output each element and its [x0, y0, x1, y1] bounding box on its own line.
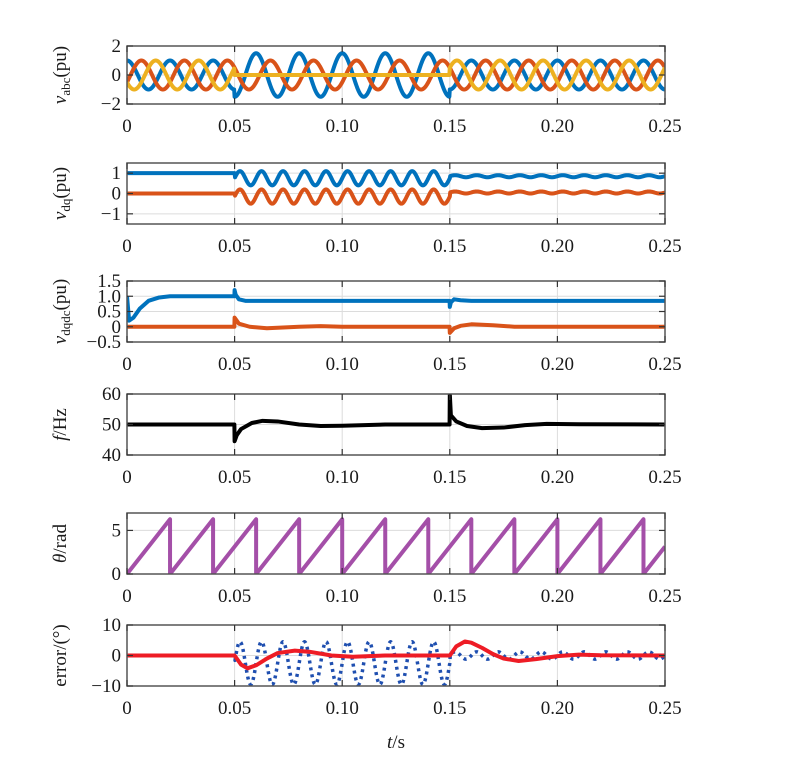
y-axis-label: f/Hz: [50, 408, 71, 441]
x-tick-label: 0.05: [218, 236, 251, 257]
y-axis-label: error/(°): [50, 624, 71, 686]
x-tick-label: 0.20: [541, 354, 574, 375]
subplot-vdqdc: 0 0.05 0.10 0.15 0.20 0.25−0.500.51.01.5vdqdc…: [50, 271, 682, 375]
y-tick-label: 10: [102, 615, 121, 636]
x-tick-label: 0.10: [326, 354, 359, 375]
x-tick-label: 0.05: [218, 467, 251, 488]
y-axis-label: vabc(pu): [50, 46, 73, 104]
axes-frame: [126, 512, 666, 575]
x-tick-label: 0.05: [218, 116, 251, 137]
x-tick-label: 0.05: [218, 354, 251, 375]
x-tick-label: 0.20: [541, 467, 574, 488]
series-vd_dc: [127, 288, 665, 323]
plot-area: [127, 517, 665, 574]
x-tick-label: 0.25: [648, 698, 681, 719]
x-tick-label: 0.15: [433, 116, 466, 137]
x-tick-label: 0.05: [218, 698, 251, 719]
series-f: [127, 394, 665, 444]
subplot-freq: 0 0.05 0.10 0.15 0.20 0.25 40 50 60 f/Hz: [50, 384, 682, 488]
x-tick-label: 0.25: [648, 354, 681, 375]
y-axis-label: vdq(pu): [50, 167, 73, 220]
y-axis-label: vdqdc(pu): [50, 279, 73, 344]
x-tick-label: 0.25: [648, 236, 681, 257]
x-axis-label: t/s: [387, 732, 405, 753]
y-tick-label: 0: [112, 646, 122, 667]
x-tick-label: 0.20: [541, 698, 574, 719]
y-tick-label: 0.5: [97, 302, 121, 323]
series-vb: [127, 58, 665, 92]
x-tick-label: 0.15: [433, 236, 466, 257]
x-tick-label: 0.15: [433, 586, 466, 607]
series-theta: [127, 517, 665, 574]
y-tick-label: 50: [102, 415, 121, 436]
series-vc: [127, 58, 665, 92]
x-tick-label: 0: [122, 236, 132, 257]
x-tick-label: 0.05: [218, 586, 251, 607]
x-tick-label: 0: [122, 116, 132, 137]
x-tick-label: 0.25: [648, 116, 681, 137]
series-vq_dc: [127, 315, 665, 335]
x-tick-label: 0.15: [433, 354, 466, 375]
x-tick-label: 0.20: [541, 236, 574, 257]
plot-area: [127, 51, 665, 99]
y-tick-label: 40: [102, 445, 121, 466]
plot-area: [127, 639, 665, 686]
y-axis-label: θ/rad: [50, 524, 71, 563]
x-tick-label: 0.10: [326, 467, 359, 488]
x-tick-label: 0.20: [541, 116, 574, 137]
y-tick-label: 1.5: [97, 271, 121, 292]
x-tick-label: 0.25: [648, 467, 681, 488]
y-tick-label: 0: [112, 184, 122, 205]
y-tick-label: 60: [102, 384, 121, 405]
plot-area: [127, 394, 665, 444]
subplot-theta: 0 0.05 0.10 0.15 0.20 0.25 0 5 θ/rad: [50, 512, 682, 607]
x-tick-label: 0.10: [326, 698, 359, 719]
y-tick-label: 1: [112, 163, 122, 184]
plot-area: [127, 288, 665, 335]
series-vq: [127, 187, 665, 206]
x-tick-label: 0.10: [326, 586, 359, 607]
y-tick-label: 0: [112, 564, 122, 585]
y-tick-label: −1: [101, 204, 121, 225]
plot-area: [127, 169, 665, 206]
y-tick-label: −2: [101, 94, 121, 115]
y-tick-label: −0.5: [87, 332, 121, 353]
x-tick-label: 0.25: [648, 586, 681, 607]
x-tick-label: 0: [122, 354, 132, 375]
y-tick-label: 0: [112, 65, 122, 86]
y-tick-label: 0: [112, 317, 122, 338]
x-tick-label: 0: [122, 586, 132, 607]
x-tick-label: 0.15: [433, 698, 466, 719]
y-tick-label: −10: [91, 676, 121, 697]
x-tick-label: 0.10: [326, 116, 359, 137]
x-tick-label: 0.10: [326, 236, 359, 257]
y-tick-label: 2: [112, 36, 122, 57]
series-vd: [127, 169, 665, 188]
x-tick-label: 0: [122, 698, 132, 719]
x-tick-label: 0.20: [541, 586, 574, 607]
y-tick-label: 5: [112, 520, 122, 541]
series-error_proposed: [127, 639, 665, 671]
y-tick-label: 1.0: [97, 286, 121, 307]
series-error_oscillating: [127, 640, 665, 686]
x-tick-label: 0.15: [433, 467, 466, 488]
x-tick-label: 0: [122, 467, 132, 488]
